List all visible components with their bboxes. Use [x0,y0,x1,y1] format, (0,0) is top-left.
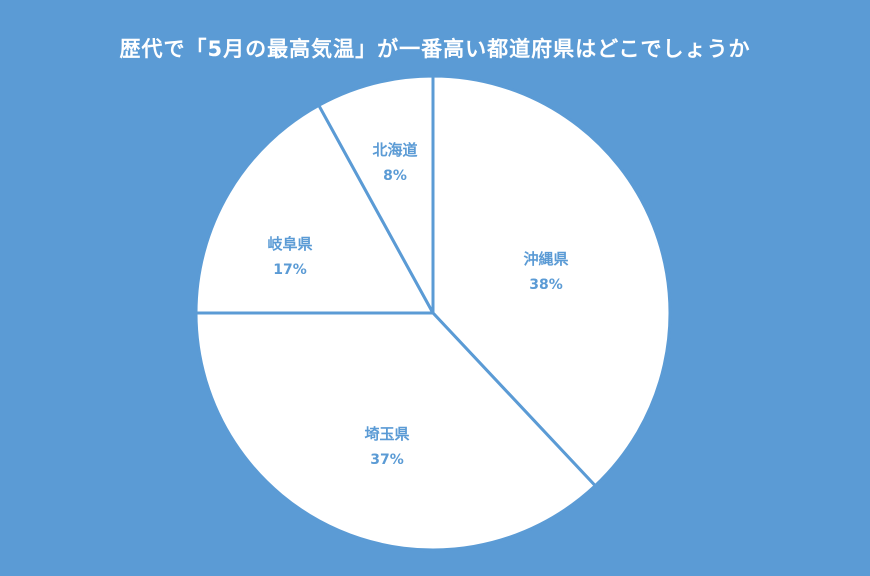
slice-name: 沖縄県 [523,250,569,268]
slice-percent: 38% [529,277,563,293]
pie-slice-hokkaido [317,74,435,315]
slice-label-saitama: 埼玉県 37% [337,421,437,473]
slice-name: 岐阜県 [267,235,313,253]
slice-name: 埼玉県 [364,425,410,443]
pie-slice-gifu [194,103,435,315]
slice-percent: 8% [383,168,407,184]
pie-slices [194,74,672,552]
slice-percent: 17% [273,262,307,278]
pie-slice-saitama [194,311,597,552]
slice-percent: 37% [370,452,404,468]
slice-label-hokkaido: 北海道 8% [345,137,445,189]
slice-name: 北海道 [372,141,418,159]
slice-label-gifu: 岐阜県 17% [240,231,340,283]
pie-slice-okinawa [431,74,672,488]
chart-title: 歴代で「5月の最高気温」が一番高い都道府県はどこでしょうか [119,37,751,61]
slice-label-okinawa: 沖縄県 38% [496,246,596,298]
